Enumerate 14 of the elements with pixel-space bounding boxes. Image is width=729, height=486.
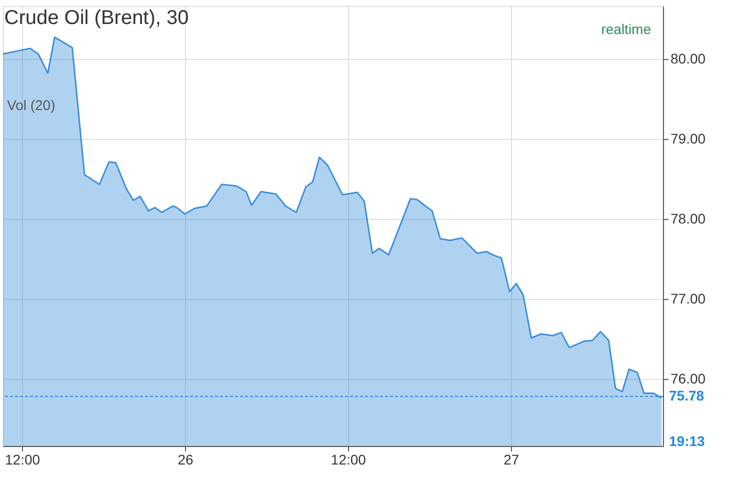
x-tick-label: 26 <box>178 452 194 468</box>
y-tick-label: 78.00 <box>670 210 706 226</box>
text: 19:13 <box>669 433 706 449</box>
y-tick-label: 79.00 <box>670 130 706 146</box>
y-tick-label: 76.00 <box>670 370 706 386</box>
x-tick-label: 12:00 <box>330 452 366 468</box>
x-tick-label: 27 <box>504 452 520 468</box>
y-tick-label: 80.00 <box>670 50 706 66</box>
annotation: realtime <box>601 21 652 37</box>
y-tick-label: 77.00 <box>670 290 706 306</box>
x-tick-label: 12:00 <box>4 452 40 468</box>
chart-title: Crude Oil (Brent), 30 <box>4 7 189 29</box>
annotation: Vol (20) <box>7 97 56 113</box>
ref-line-label: 75.78 <box>669 387 704 404</box>
